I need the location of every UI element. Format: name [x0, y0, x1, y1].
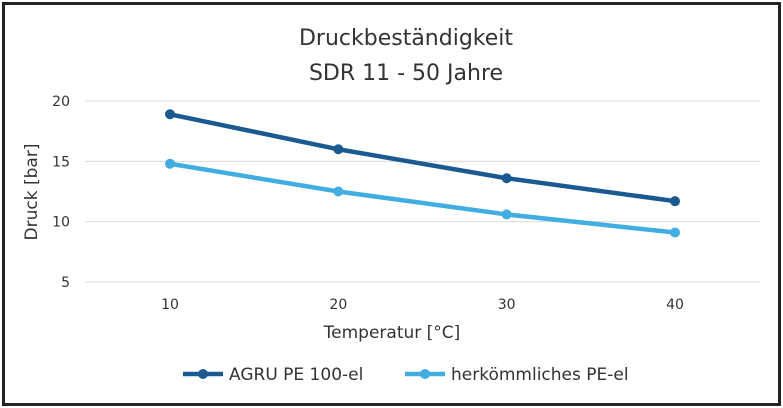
data-point: [165, 109, 175, 120]
legend-marker: [420, 369, 430, 379]
legend-label: AGRU PE 100-el: [229, 365, 363, 385]
data-point: [670, 196, 680, 207]
y-tick-label: 10: [52, 215, 70, 231]
y-tick-label: 15: [52, 154, 70, 170]
series-line-0: [169, 112, 676, 204]
y-tick-label: 20: [52, 94, 70, 110]
x-tick-label: 40: [666, 297, 684, 313]
data-point: [501, 173, 512, 184]
data-point: [670, 227, 680, 238]
y-axis-label: Druck [bar]: [22, 144, 42, 241]
data-point: [333, 186, 344, 197]
data-point: [501, 209, 512, 220]
series-line-1: [169, 161, 676, 235]
x-tick-label: 10: [161, 297, 179, 313]
legend: AGRU PE 100-el herkömmliches PE-el: [183, 365, 629, 385]
data-point: [165, 158, 175, 169]
legend-label: herkömmliches PE-el: [451, 365, 629, 385]
x-tick-label: 20: [329, 297, 347, 313]
x-axis-label: Temperatur [°C]: [323, 323, 461, 343]
chart-subtitle: SDR 11 - 50 Jahre: [309, 61, 503, 86]
x-tick-label: 30: [498, 297, 516, 313]
legend-marker: [198, 369, 208, 379]
chart-title: Druckbeständigkeit: [299, 26, 513, 51]
data-point: [333, 144, 344, 155]
y-tick-label: 5: [61, 275, 70, 291]
